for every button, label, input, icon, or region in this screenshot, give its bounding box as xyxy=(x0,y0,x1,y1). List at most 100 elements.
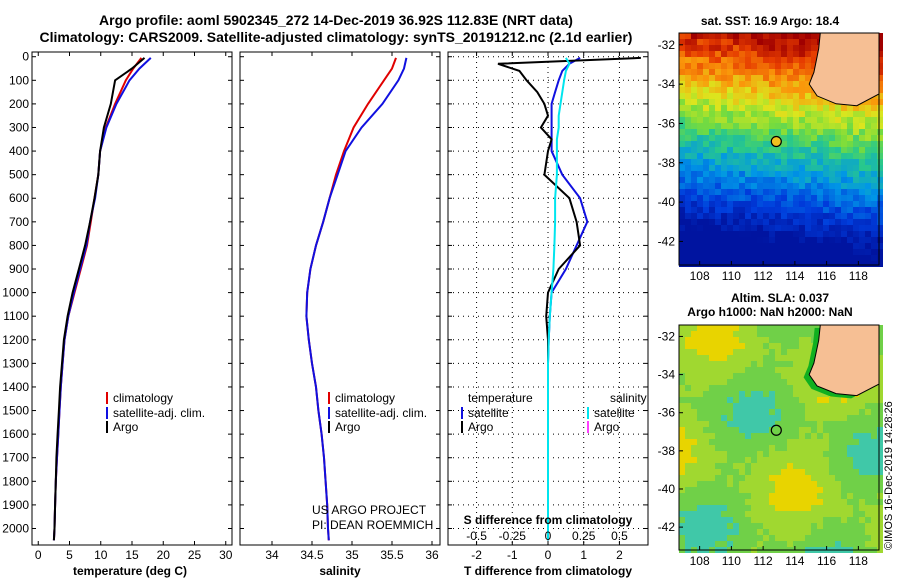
sla-map-cell xyxy=(757,379,763,385)
sla-map-cell xyxy=(679,493,685,499)
sst-map-cell xyxy=(739,93,745,99)
sst-map-cell xyxy=(865,105,871,111)
sla-map-cell xyxy=(817,475,823,481)
sla-map-cell xyxy=(817,541,823,547)
sla-map-cell xyxy=(745,505,751,511)
sst-map-cell xyxy=(823,207,829,213)
sst-map-cell xyxy=(739,261,745,267)
sla-map-cell xyxy=(823,457,829,463)
sla-map-cell xyxy=(751,433,757,439)
sst-map-cell xyxy=(829,153,835,159)
sst-map-cell xyxy=(817,165,823,171)
sla-map-cell xyxy=(769,367,775,373)
sst-map-cell xyxy=(841,219,847,225)
sst-map-cell xyxy=(697,237,703,243)
sla-map-cell xyxy=(877,541,883,547)
sla-map-cell xyxy=(721,331,727,337)
sla-map-cell xyxy=(805,493,811,499)
sla-map-cell xyxy=(793,373,799,379)
sst-map-cell xyxy=(751,261,757,267)
salinity-difference-tick-label: -0.25 xyxy=(499,529,527,543)
sla-map-cell xyxy=(823,505,829,511)
sla-map-cell xyxy=(691,433,697,439)
sst-map-cell xyxy=(853,123,859,129)
sla-map-cell xyxy=(805,397,811,403)
sla-map-cell xyxy=(697,415,703,421)
sla-map-cell xyxy=(739,373,745,379)
sst-map-cell xyxy=(745,153,751,159)
sst-map-cell xyxy=(733,177,739,183)
sst-map-cell xyxy=(799,177,805,183)
sla-map-cell xyxy=(679,325,685,331)
sst-map-cell xyxy=(703,177,709,183)
sst-map-cell xyxy=(775,111,781,117)
sst-map-cell xyxy=(835,141,841,147)
sla-map-cell xyxy=(679,343,685,349)
sla-map-cell xyxy=(679,439,685,445)
sst-map-cell xyxy=(817,141,823,147)
sla-map-cell xyxy=(853,499,859,505)
sla-map-cell xyxy=(679,403,685,409)
sla-map-cell xyxy=(799,385,805,391)
sst-map-cell xyxy=(787,225,793,231)
sst-map-cell xyxy=(775,165,781,171)
sst-map-cell xyxy=(733,243,739,249)
sst-map-cell xyxy=(823,183,829,189)
depth-tick-label: 1100 xyxy=(3,309,29,323)
sst-map-cell xyxy=(793,69,799,75)
sla-map-cell xyxy=(799,469,805,475)
sla-map-cell xyxy=(787,415,793,421)
sst-map-cell xyxy=(685,75,691,81)
sst-map-cell xyxy=(793,237,799,243)
sla-map-cell xyxy=(757,373,763,379)
sst-map-cell xyxy=(841,165,847,171)
sst-map-cell xyxy=(691,93,697,99)
sla-map-cell xyxy=(859,463,865,469)
sla-map-cell xyxy=(823,433,829,439)
sst-map-cell xyxy=(793,159,799,165)
sla-map-cell xyxy=(721,433,727,439)
sst-map-cell xyxy=(727,207,733,213)
sla-map-cell xyxy=(727,355,733,361)
sla-map-cell xyxy=(703,493,709,499)
sst-map-cell xyxy=(817,249,823,255)
sla-map-cell xyxy=(805,517,811,523)
sst-map-cell xyxy=(877,213,883,219)
sst-map-cell xyxy=(787,195,793,201)
sst-map-cell xyxy=(757,57,763,63)
sst-map-cell xyxy=(739,51,745,57)
sla-map-cell xyxy=(715,385,721,391)
sla-map-cell xyxy=(787,361,793,367)
sst-map-cell xyxy=(769,261,775,267)
sla-map-cell xyxy=(733,463,739,469)
sst-map-cell xyxy=(823,231,829,237)
sst-map-cell xyxy=(679,159,685,165)
sla-map-cell xyxy=(691,415,697,421)
sst-map-cell xyxy=(805,33,811,39)
sst-map-cell xyxy=(715,255,721,261)
sst-map-cell xyxy=(865,123,871,129)
sla-map-cell xyxy=(751,427,757,433)
temperature-xtick-label: 0 xyxy=(35,548,42,562)
sst-map-cell xyxy=(763,51,769,57)
sla-map-cell xyxy=(757,469,763,475)
sla-map-cell xyxy=(799,457,805,463)
sst-map-cell xyxy=(817,117,823,123)
sla-map-cell xyxy=(679,481,685,487)
sst-map-cell xyxy=(691,261,697,267)
sla-map-cell xyxy=(871,439,877,445)
sst-map-cell xyxy=(715,141,721,147)
sst-map-cell xyxy=(763,231,769,237)
sst-map-cell xyxy=(697,75,703,81)
sst-map-cell xyxy=(733,195,739,201)
sla-map-cell xyxy=(679,523,685,529)
sla-map-cell xyxy=(841,433,847,439)
sla-map-cell xyxy=(709,523,715,529)
sla-map-cell xyxy=(697,445,703,451)
sla-map-cell xyxy=(781,475,787,481)
sst-map-cell xyxy=(811,225,817,231)
sla-map-cell xyxy=(811,421,817,427)
sst-map-cell xyxy=(877,231,883,237)
sst-map-cell xyxy=(769,177,775,183)
sst-map-cell xyxy=(799,33,805,39)
